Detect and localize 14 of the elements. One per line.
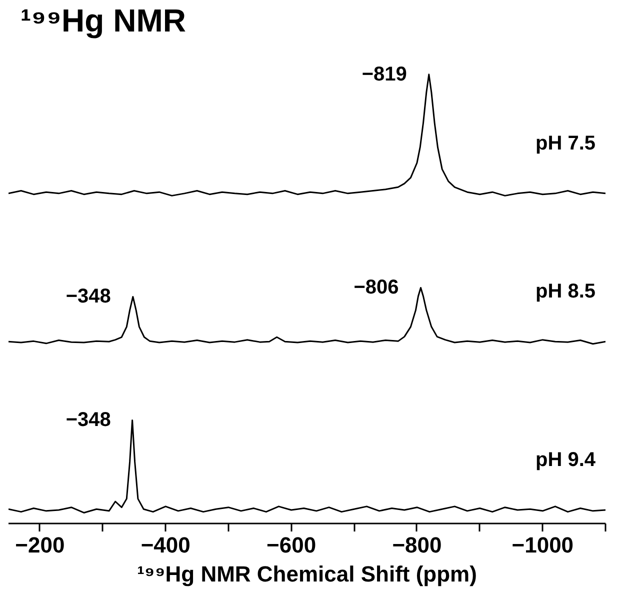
annotation: −348 <box>66 286 111 308</box>
x-tick-label: −600 <box>266 532 316 558</box>
series-label: pH 7.5 <box>535 132 596 154</box>
annotation: −806 <box>354 276 399 299</box>
annotation: −348 <box>66 409 111 432</box>
chart-title: ¹⁹⁹Hg NMR <box>20 2 186 38</box>
x-tick-label: −200 <box>15 532 65 558</box>
series-label: pH 9.4 <box>535 449 596 472</box>
series-label: pH 8.5 <box>535 280 596 303</box>
annotation: −819 <box>362 63 407 86</box>
x-tick-label: −800 <box>392 532 442 558</box>
x-axis-title: ¹⁹⁹Hg NMR Chemical Shift (ppm) <box>137 562 477 586</box>
x-tick-label: −400 <box>140 532 190 558</box>
x-tick-label: −1000 <box>512 532 574 558</box>
